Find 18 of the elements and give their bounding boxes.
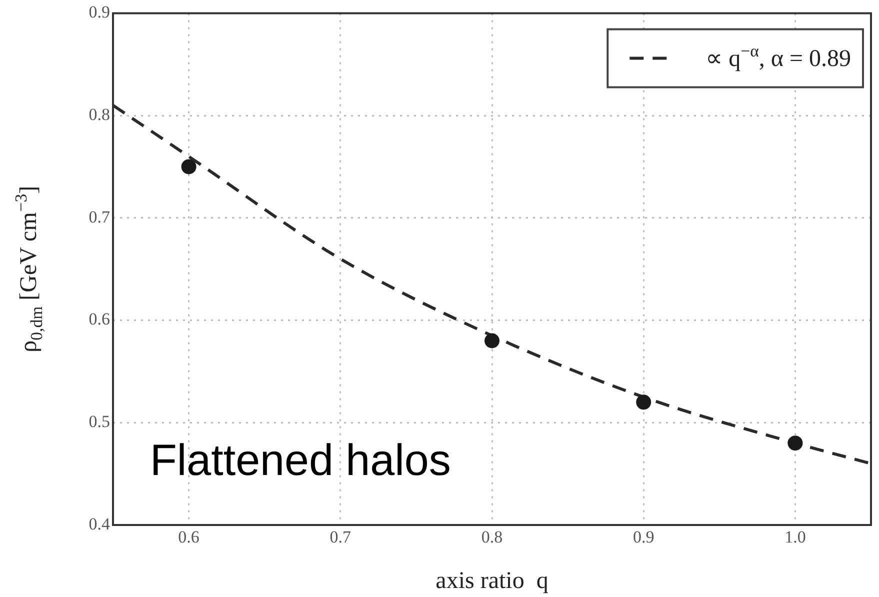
x-tick-label: 0.8 <box>481 528 503 547</box>
point <box>636 394 652 410</box>
point <box>181 159 196 174</box>
x-tick-label: 1.0 <box>784 528 806 547</box>
x-axis-title: axis ratio q <box>436 568 548 594</box>
point <box>788 436 803 451</box>
y-tick-label: 0.8 <box>88 105 110 124</box>
y-tick-label: 0.6 <box>88 310 110 329</box>
y-axis-title: ρ0,dm [GeV cm−3] <box>11 186 46 352</box>
y-tick-label: 0.5 <box>88 412 110 432</box>
x-tick-label: 0.9 <box>632 528 654 547</box>
y-tick-label: 0.7 <box>88 207 110 226</box>
x-tick-label: 0.7 <box>330 528 352 547</box>
y-tick-label: 0.4 <box>88 514 110 534</box>
x-tick-label: 0.6 <box>178 528 200 547</box>
point <box>484 333 500 348</box>
annotation: Flattened halos <box>150 436 451 485</box>
y-tick-label: 0.9 <box>88 2 110 22</box>
